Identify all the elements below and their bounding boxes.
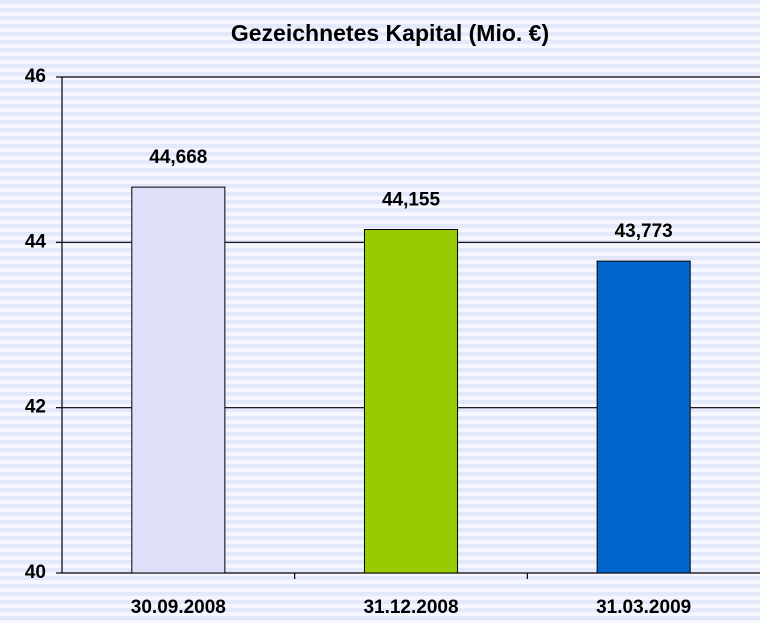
y-tick-label: 46: [25, 66, 46, 87]
value-label: 44,155: [382, 190, 441, 211]
bar: [363, 229, 459, 574]
x-tick-label: 30.09.2008: [131, 597, 226, 618]
bar: [596, 260, 691, 574]
value-label: 43,773: [615, 221, 673, 242]
value-label: 44,668: [149, 147, 207, 168]
bar: [131, 186, 226, 574]
chart-title: Gezeichnetes Kapital (Mio. €): [231, 20, 549, 46]
y-tick-label: 40: [25, 562, 46, 583]
y-tick-label: 42: [25, 397, 46, 418]
y-tick-label: 44: [25, 231, 47, 252]
x-tick-label: 31.03.2009: [596, 597, 691, 618]
x-tick-label: 31.12.2008: [363, 597, 458, 618]
